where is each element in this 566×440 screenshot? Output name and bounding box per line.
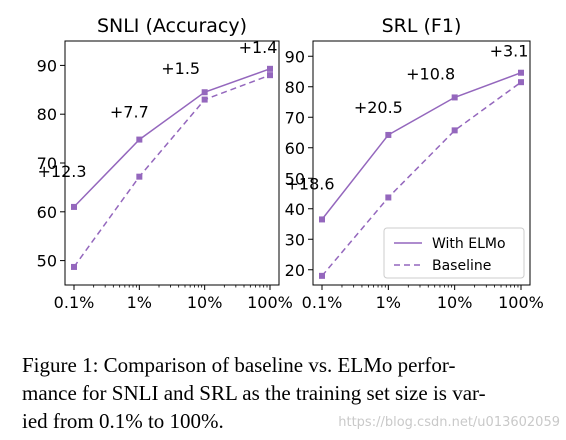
data-point <box>385 131 392 138</box>
chart-legend: With ELMo Baseline <box>383 227 525 279</box>
y-tick-label: 30 <box>285 230 305 249</box>
data-point <box>267 65 273 72</box>
data-point <box>136 136 143 143</box>
y-tick-label: 80 <box>37 105 57 124</box>
x-tick-label: 10% <box>437 293 473 312</box>
caption-line-2: mance for SNLI and SRL as the training s… <box>22 381 486 405</box>
y-tick-label: 20 <box>285 261 305 280</box>
y-tick-label: 50 <box>37 252 57 271</box>
data-point <box>451 127 458 134</box>
data-point <box>267 72 273 79</box>
gain-annotation: +20.5 <box>354 98 403 117</box>
x-tick-label: 100% <box>247 293 293 312</box>
x-tick-label: 1% <box>376 293 401 312</box>
gain-annotation: +3.1 <box>490 42 529 61</box>
plot-frame <box>312 40 531 286</box>
legend-entry: With ELMo <box>432 236 506 252</box>
chart-title: SNLI (Accuracy) <box>97 15 247 37</box>
data-point <box>71 263 77 270</box>
caption-line-3: ied from 0.1% to 100%. <box>22 409 224 433</box>
data-point <box>319 272 325 279</box>
data-point <box>201 96 208 103</box>
data-point <box>518 69 524 76</box>
x-tick-label: 1% <box>127 293 152 312</box>
y-tick-label: 90 <box>37 56 57 75</box>
x-tick-label: 100% <box>498 293 544 312</box>
caption-line-1: Figure 1: Comparison of baseline vs. ELM… <box>22 353 456 377</box>
y-tick-label: 90 <box>285 47 305 66</box>
gain-annotation: +1.5 <box>161 59 200 78</box>
x-tick-label: 0.1% <box>54 293 95 312</box>
figure-caption: Figure 1: Comparison of baseline vs. ELM… <box>22 353 486 433</box>
data-point <box>385 194 392 201</box>
gain-annotation: +1.4 <box>239 38 278 57</box>
chart-panel-1: SNLI (Accuracy) 50 60 70 80 90 0.1% 1% 10% 100% +1… <box>37 15 293 312</box>
series-line-baseline <box>73 74 271 268</box>
y-tick-label: 70 <box>37 154 57 173</box>
y-tick-label: 80 <box>285 78 305 97</box>
gain-annotation: +10.8 <box>406 64 455 83</box>
y-tick-label: 60 <box>285 139 305 158</box>
data-point <box>201 89 208 96</box>
y-tick-label: 60 <box>37 203 57 222</box>
y-tick-label: 70 <box>285 108 305 127</box>
series-line-with-elmo <box>73 68 271 208</box>
data-point <box>319 216 325 223</box>
x-tick-label: 0.1% <box>302 293 343 312</box>
data-point <box>136 173 143 180</box>
charts-layer: SNLI (Accuracy) 50 60 70 80 90 0.1% 1% 10% 100% +1… <box>37 15 544 312</box>
gain-annotation: +18.6 <box>285 174 334 193</box>
x-tick-label: 10% <box>187 293 223 312</box>
data-point <box>451 94 458 101</box>
series-line-with-elmo <box>321 71 522 220</box>
watermark: https://blog.csdn.net/u013602059 <box>338 415 560 430</box>
series-line-baseline <box>321 81 522 277</box>
data-point <box>71 203 77 210</box>
y-tick-label: 50 <box>285 169 305 188</box>
y-tick-label: 40 <box>285 200 305 219</box>
gain-annotation: +12.3 <box>37 162 86 181</box>
data-point <box>518 79 524 86</box>
legend-entry: Baseline <box>432 258 491 274</box>
chart-title: SRL (F1) <box>382 15 462 37</box>
chart-panel-2: SRL (F1) 20 30 40 50 60 70 80 90 0.1% 1% 10% 100% +18… <box>285 15 544 312</box>
gain-annotation: +7.7 <box>110 103 149 122</box>
